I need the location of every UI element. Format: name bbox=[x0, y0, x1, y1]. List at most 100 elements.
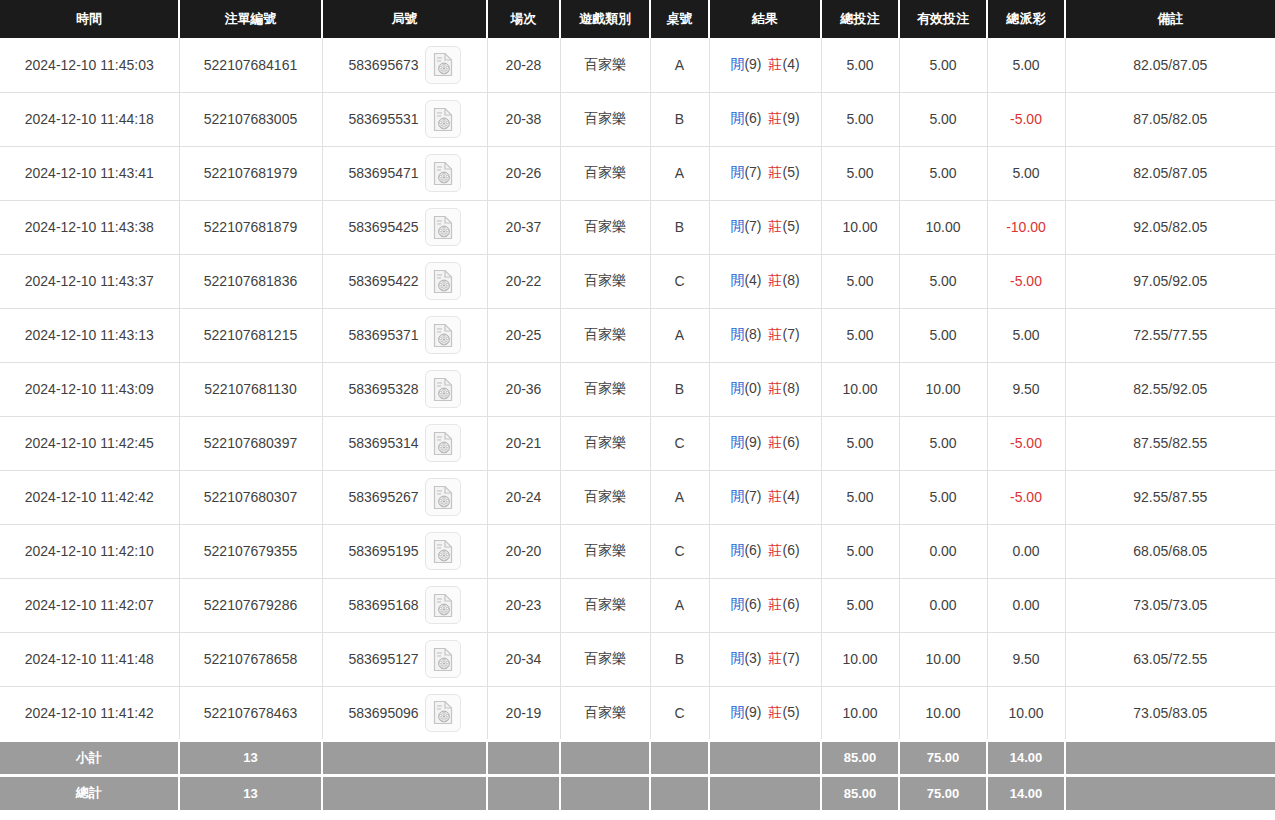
cell-round: 583695531 bbox=[322, 92, 487, 146]
table-row: 2024-12-10 11:43:09 522107681130 5836953… bbox=[0, 362, 1275, 416]
cell-valid-bet: 10.00 bbox=[899, 686, 987, 740]
cell-total-bet: 5.00 bbox=[821, 470, 899, 524]
cell-time: 2024-12-10 11:42:42 bbox=[0, 470, 179, 524]
banker-label: 莊 bbox=[769, 380, 783, 396]
cell-bet-id: 522107681130 bbox=[179, 362, 322, 416]
cell-remark: 73.05/83.05 bbox=[1065, 686, 1275, 740]
column-header-result: 結果 bbox=[709, 0, 821, 38]
video-replay-button[interactable] bbox=[425, 640, 461, 678]
player-label: 閒 bbox=[730, 272, 744, 288]
cell-round: 583695673 bbox=[322, 38, 487, 92]
cell-game-type: 百家樂 bbox=[560, 254, 650, 308]
total-row: 總計 13 85.00 75.00 14.00 bbox=[0, 775, 1275, 810]
cell-bet-id: 522107680307 bbox=[179, 470, 322, 524]
cell-session: 20-25 bbox=[487, 308, 560, 362]
cell-result: 閒(7)莊(5) bbox=[709, 200, 821, 254]
table-row: 2024-12-10 11:44:18 522107683005 5836955… bbox=[0, 92, 1275, 146]
cell-remark: 97.05/92.05 bbox=[1065, 254, 1275, 308]
player-score: (9) bbox=[744, 704, 761, 720]
player-label: 閒 bbox=[730, 164, 744, 180]
cell-session: 20-26 bbox=[487, 146, 560, 200]
cell-bet-id: 522107680397 bbox=[179, 416, 322, 470]
banker-score: (6) bbox=[783, 596, 800, 612]
video-replay-button[interactable] bbox=[425, 424, 461, 462]
cell-payout: 0.00 bbox=[987, 524, 1065, 578]
player-score: (9) bbox=[744, 56, 761, 72]
cell-payout: 10.00 bbox=[987, 686, 1065, 740]
cell-round: 583695425 bbox=[322, 200, 487, 254]
cell-time: 2024-12-10 11:41:42 bbox=[0, 686, 179, 740]
player-score: (7) bbox=[744, 218, 761, 234]
round-number: 583695531 bbox=[348, 111, 418, 127]
cell-bet-id: 522107681979 bbox=[179, 146, 322, 200]
cell-time: 2024-12-10 11:43:41 bbox=[0, 146, 179, 200]
cell-bet-id: 522107678658 bbox=[179, 632, 322, 686]
player-label: 閒 bbox=[730, 110, 744, 126]
player-label: 閒 bbox=[730, 596, 744, 612]
cell-payout: 5.00 bbox=[987, 38, 1065, 92]
cell-table-no: A bbox=[650, 308, 709, 362]
cell-session: 20-24 bbox=[487, 470, 560, 524]
cell-valid-bet: 5.00 bbox=[899, 470, 987, 524]
cell-bet-id: 522107681836 bbox=[179, 254, 322, 308]
table-row: 2024-12-10 11:42:42 522107680307 5836952… bbox=[0, 470, 1275, 524]
banker-score: (5) bbox=[783, 218, 800, 234]
column-header-remark: 備註 bbox=[1065, 0, 1275, 38]
video-replay-button[interactable] bbox=[425, 532, 461, 570]
player-label: 閒 bbox=[730, 434, 744, 450]
banker-label: 莊 bbox=[769, 488, 783, 504]
summary-empty-cell bbox=[709, 775, 821, 810]
cell-result: 閒(9)莊(6) bbox=[709, 416, 821, 470]
video-replay-button[interactable] bbox=[425, 154, 461, 192]
round-number: 583695096 bbox=[348, 705, 418, 721]
banker-score: (5) bbox=[783, 704, 800, 720]
cell-time: 2024-12-10 11:42:07 bbox=[0, 578, 179, 632]
cell-total-bet: 5.00 bbox=[821, 254, 899, 308]
banker-label: 莊 bbox=[769, 272, 783, 288]
round-number: 583695471 bbox=[348, 165, 418, 181]
round-number: 583695328 bbox=[348, 381, 418, 397]
cell-game-type: 百家樂 bbox=[560, 470, 650, 524]
summary-empty-cell bbox=[560, 775, 650, 810]
cell-round: 583695195 bbox=[322, 524, 487, 578]
video-replay-button[interactable] bbox=[425, 262, 461, 300]
bet-history-table: 時間注單編號局號場次遊戲類別桌號結果總投注有效投注總派彩備註 2024-12-1… bbox=[0, 0, 1275, 810]
round-number: 583695127 bbox=[348, 651, 418, 667]
column-header-round: 局號 bbox=[322, 0, 487, 38]
cell-total-bet: 10.00 bbox=[821, 632, 899, 686]
cell-round: 583695422 bbox=[322, 254, 487, 308]
cell-table-no: C bbox=[650, 686, 709, 740]
cell-game-type: 百家樂 bbox=[560, 686, 650, 740]
player-score: (7) bbox=[744, 164, 761, 180]
table-row: 2024-12-10 11:41:42 522107678463 5836950… bbox=[0, 686, 1275, 740]
cell-valid-bet: 5.00 bbox=[899, 254, 987, 308]
video-replay-button[interactable] bbox=[425, 694, 461, 732]
column-header-game_type: 遊戲類別 bbox=[560, 0, 650, 38]
player-score: (3) bbox=[744, 650, 761, 666]
video-replay-button[interactable] bbox=[425, 370, 461, 408]
video-file-icon bbox=[433, 215, 453, 240]
video-file-icon bbox=[433, 161, 453, 186]
summary-empty-cell bbox=[1065, 775, 1275, 810]
video-replay-button[interactable] bbox=[425, 478, 461, 516]
cell-valid-bet: 10.00 bbox=[899, 362, 987, 416]
cell-session: 20-21 bbox=[487, 416, 560, 470]
banker-score: (7) bbox=[783, 650, 800, 666]
cell-result: 閒(8)莊(7) bbox=[709, 308, 821, 362]
video-replay-button[interactable] bbox=[425, 316, 461, 354]
cell-round: 583695267 bbox=[322, 470, 487, 524]
video-replay-button[interactable] bbox=[425, 100, 461, 138]
video-replay-button[interactable] bbox=[425, 208, 461, 246]
video-file-icon bbox=[433, 647, 453, 672]
cell-valid-bet: 5.00 bbox=[899, 92, 987, 146]
video-replay-button[interactable] bbox=[425, 586, 461, 624]
cell-remark: 82.05/87.05 bbox=[1065, 146, 1275, 200]
cell-result: 閒(6)莊(9) bbox=[709, 92, 821, 146]
cell-game-type: 百家樂 bbox=[560, 578, 650, 632]
summary-empty-cell bbox=[322, 775, 487, 810]
video-replay-button[interactable] bbox=[425, 46, 461, 84]
cell-round: 583695371 bbox=[322, 308, 487, 362]
column-header-table_no: 桌號 bbox=[650, 0, 709, 38]
cell-remark: 63.05/72.55 bbox=[1065, 632, 1275, 686]
banker-score: (9) bbox=[783, 110, 800, 126]
